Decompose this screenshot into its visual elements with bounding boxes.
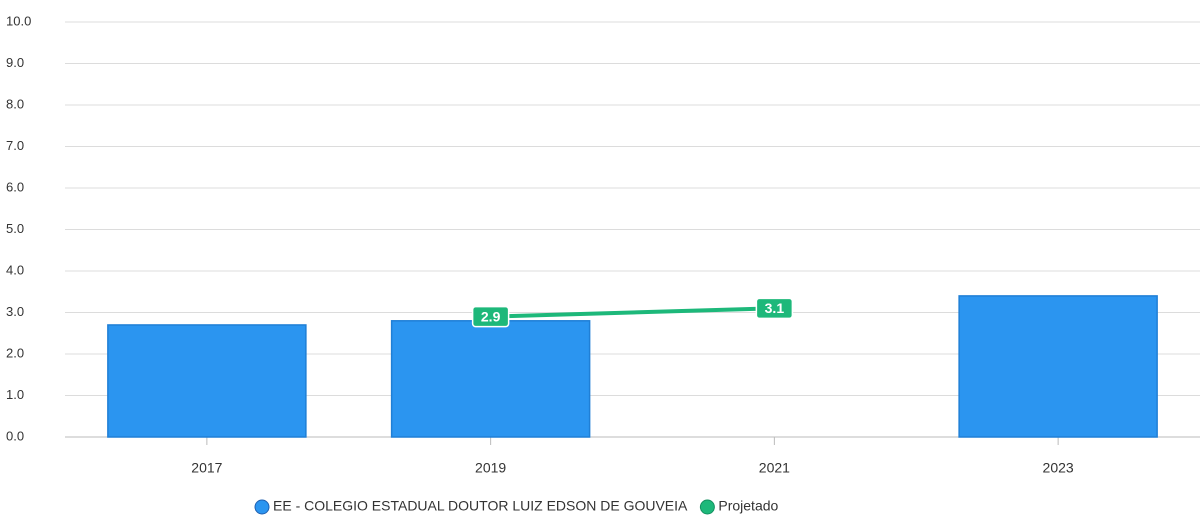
x-tick-label: 2023 xyxy=(1043,460,1074,476)
bar xyxy=(390,320,591,438)
data-label: 3.1 xyxy=(755,297,794,320)
y-tick-label: 0.0 xyxy=(6,428,24,443)
y-tick-label: 2.0 xyxy=(6,345,24,360)
y-tick-label: 5.0 xyxy=(6,221,24,236)
data-label-box xyxy=(755,297,794,320)
legend-swatch xyxy=(254,499,270,515)
y-tick-label: 9.0 xyxy=(6,55,24,70)
y-tick-label: 4.0 xyxy=(6,262,24,277)
data-label-text: 3.1 xyxy=(765,300,785,316)
y-tick-label: 3.0 xyxy=(6,304,24,319)
legend: EE - COLEGIO ESTADUAL DOUTOR LUIZ EDSON … xyxy=(254,498,779,515)
bar xyxy=(958,295,1158,438)
y-tick-label: 1.0 xyxy=(6,387,24,402)
legend-swatch xyxy=(699,499,715,515)
x-tick-label: 2021 xyxy=(759,460,790,476)
line xyxy=(490,306,775,319)
bar xyxy=(107,324,307,438)
data-label-box xyxy=(471,305,510,328)
y-tick-label: 10.0 xyxy=(6,13,31,28)
y-tick-label: 7.0 xyxy=(6,138,24,153)
legend-label: Projetado xyxy=(718,498,778,514)
y-tick-label: 6.0 xyxy=(6,179,24,194)
x-tick-label: 2019 xyxy=(475,460,506,476)
data-label-text: 2.9 xyxy=(481,308,501,324)
legend-label: EE - COLEGIO ESTADUAL DOUTOR LUIZ EDSON … xyxy=(273,498,688,514)
y-tick-label: 8.0 xyxy=(6,96,24,111)
x-tick-label: 2017 xyxy=(191,460,222,476)
data-label: 2.9 xyxy=(471,305,510,328)
